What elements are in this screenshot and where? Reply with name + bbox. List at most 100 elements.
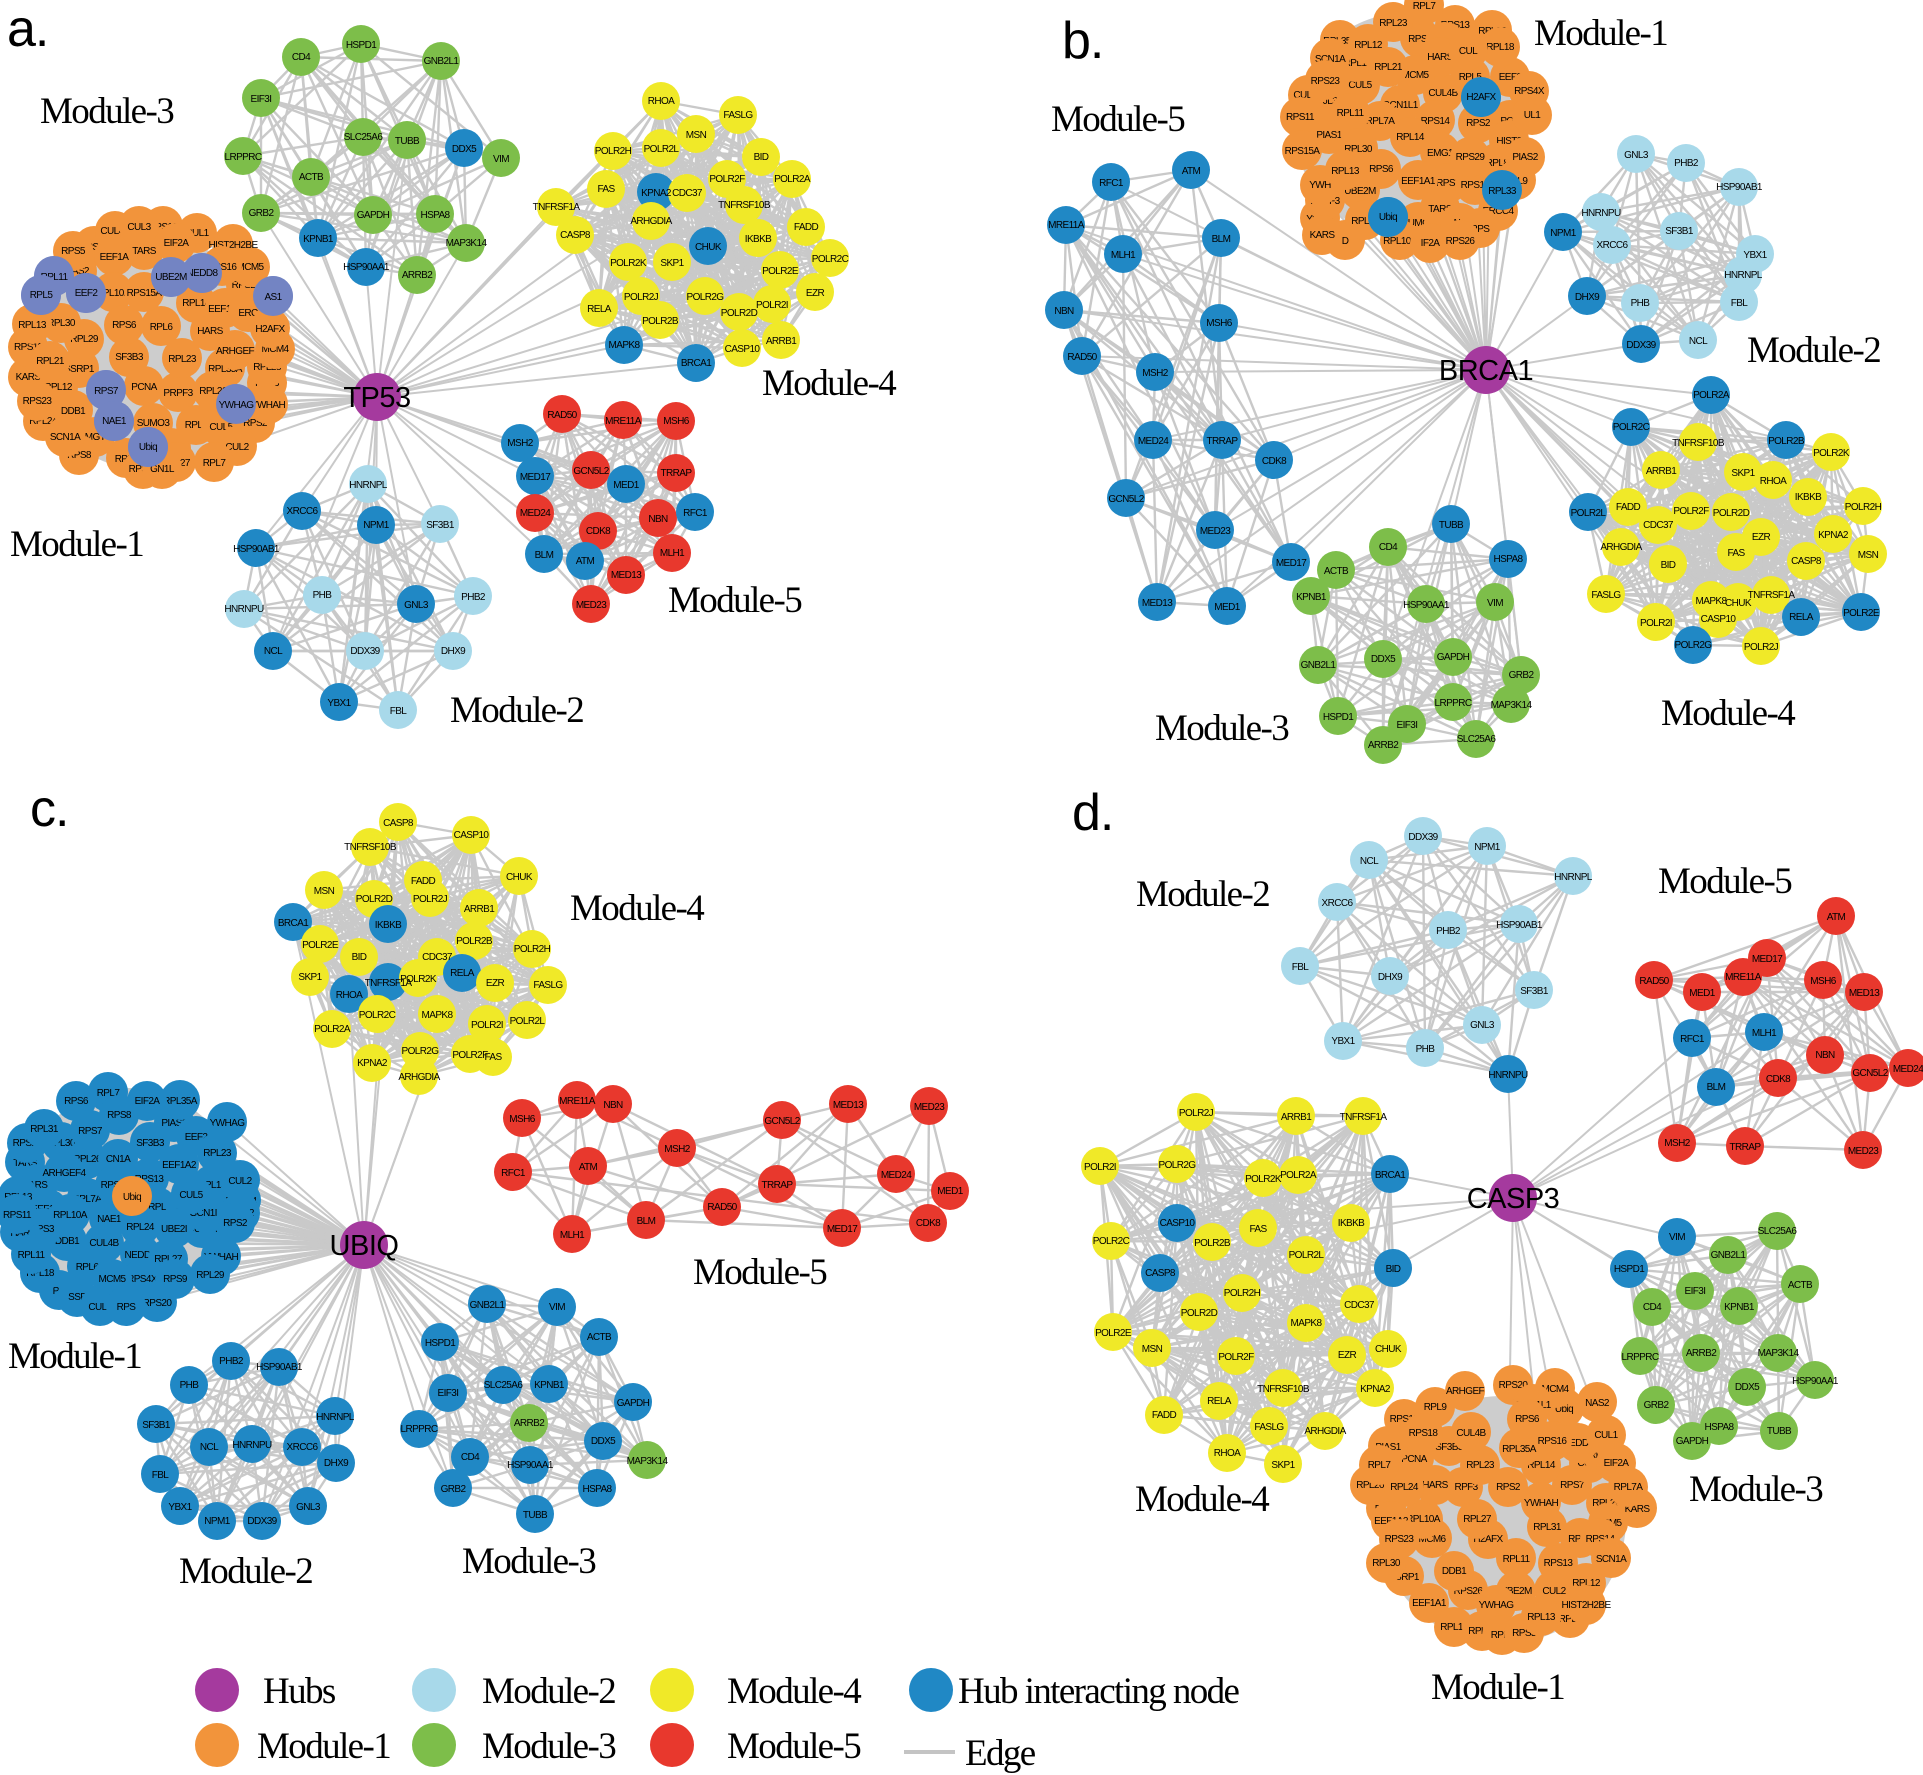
svg-text:RPS15A: RPS15A — [127, 288, 163, 299]
svg-text:POLR2C: POLR2C — [1613, 422, 1650, 433]
svg-text:FAS: FAS — [1727, 548, 1745, 559]
svg-text:DHX9: DHX9 — [441, 646, 466, 657]
svg-text:CASP8: CASP8 — [560, 230, 591, 241]
svg-text:MSH6: MSH6 — [1206, 318, 1232, 329]
svg-text:GCN1L1: GCN1L1 — [1382, 100, 1418, 111]
svg-text:CUL: CUL — [1459, 46, 1478, 57]
svg-text:RPL10A: RPL10A — [1406, 1514, 1441, 1525]
svg-text:POLR2C: POLR2C — [1093, 1236, 1130, 1247]
svg-text:IKBKB: IKBKB — [1795, 492, 1822, 503]
svg-text:HNRNPU: HNRNPU — [1581, 208, 1621, 219]
svg-text:SF3B1: SF3B1 — [142, 1420, 171, 1431]
svg-text:SCN1A: SCN1A — [1315, 54, 1346, 65]
svg-text:EIF2A: EIF2A — [164, 238, 190, 249]
svg-text:RPL13: RPL13 — [18, 320, 47, 331]
svg-text:Module-2: Module-2 — [450, 690, 583, 731]
svg-text:UL1: UL1 — [1524, 110, 1542, 121]
svg-text:RPL1: RPL1 — [1344, 58, 1368, 69]
svg-text:DDX5: DDX5 — [591, 1436, 616, 1447]
svg-text:TARS: TARS — [132, 246, 156, 257]
svg-text:KARS: KARS — [16, 372, 42, 383]
svg-text:SLC25A6: SLC25A6 — [1758, 1226, 1798, 1237]
svg-text:GNL3: GNL3 — [404, 600, 429, 611]
svg-text:UBE2M: UBE2M — [1500, 1586, 1532, 1597]
svg-text:MED23: MED23 — [914, 1102, 945, 1113]
svg-text:RPS14: RPS14 — [1421, 116, 1451, 127]
svg-text:BRCA1: BRCA1 — [681, 358, 712, 369]
svg-text:ARRB1: ARRB1 — [464, 904, 495, 915]
svg-text:NEDD8: NEDD8 — [187, 268, 219, 279]
svg-text:DHX9: DHX9 — [324, 1458, 349, 1469]
svg-text:RPL: RPL — [148, 1202, 167, 1213]
svg-text:Module-5: Module-5 — [693, 1252, 827, 1293]
svg-text:GNL3: GNL3 — [296, 1502, 321, 1513]
svg-text:CUL1: CUL1 — [1594, 1430, 1618, 1441]
svg-text:HNRNPL: HNRNPL — [349, 480, 388, 491]
svg-text:TNFRSF10B: TNFRSF10B — [718, 200, 771, 211]
svg-text:MED24: MED24 — [1138, 436, 1169, 447]
svg-text:RPS8: RPS8 — [1436, 178, 1461, 189]
svg-text:Module-1: Module-1 — [257, 1726, 390, 1767]
svg-text:Module-3: Module-3 — [1689, 1469, 1823, 1510]
svg-text:Module-4: Module-4 — [727, 1671, 861, 1712]
svg-text:ACTB: ACTB — [1788, 1280, 1813, 1291]
svg-text:MED13: MED13 — [1849, 988, 1880, 999]
svg-text:RPS26: RPS26 — [1446, 236, 1476, 247]
svg-text:KPNA2: KPNA2 — [357, 1058, 388, 1069]
svg-text:HNRNPL: HNRNPL — [1554, 872, 1593, 883]
svg-text:MSN: MSN — [686, 130, 707, 141]
svg-text:GAPDH: GAPDH — [617, 1398, 650, 1409]
svg-text:CUL4B: CUL4B — [89, 1238, 119, 1249]
svg-text:FASLG: FASLG — [1591, 590, 1621, 601]
svg-text:RPL9: RPL9 — [1424, 1402, 1448, 1413]
svg-text:DDB1: DDB1 — [55, 1236, 80, 1247]
svg-text:MAP3K14: MAP3K14 — [1758, 1348, 1800, 1359]
svg-text:SF3B3: SF3B3 — [1435, 1442, 1464, 1453]
svg-text:POLR2I: POLR2I — [756, 300, 788, 311]
svg-text:CD4: CD4 — [1643, 1302, 1662, 1313]
svg-text:XRCC6: XRCC6 — [1322, 898, 1354, 909]
svg-text:SKP1: SKP1 — [1271, 1460, 1295, 1471]
svg-text:CASP10: CASP10 — [725, 344, 761, 355]
svg-text:POLR2E: POLR2E — [1843, 608, 1880, 619]
svg-text:CDK8: CDK8 — [1262, 456, 1287, 467]
svg-text:c.: c. — [30, 780, 68, 838]
svg-text:EIF2A: EIF2A — [1604, 1458, 1630, 1469]
svg-text:CUL4B: CUL4B — [1456, 1428, 1486, 1439]
svg-text:ARRB1: ARRB1 — [766, 336, 797, 347]
svg-text:MCM6: MCM6 — [1418, 1534, 1446, 1545]
svg-text:MRE11A: MRE11A — [1725, 972, 1762, 983]
svg-text:MSH2: MSH2 — [1664, 1138, 1690, 1149]
svg-text:RPL18: RPL18 — [1486, 42, 1515, 53]
svg-text:POLR2F: POLR2F — [709, 174, 745, 185]
svg-text:RAD50: RAD50 — [1639, 976, 1669, 987]
svg-text:CDK8: CDK8 — [1766, 1074, 1791, 1085]
svg-text:RHOA: RHOA — [648, 96, 675, 107]
svg-text:RPS2: RPS2 — [1466, 118, 1491, 129]
svg-text:GRB2: GRB2 — [441, 1484, 467, 1495]
svg-text:SKP1: SKP1 — [1731, 468, 1755, 479]
svg-text:RPL14: RPL14 — [1527, 1460, 1556, 1471]
svg-text:POLR2F: POLR2F — [1218, 1352, 1254, 1363]
svg-text:VIM: VIM — [549, 1302, 565, 1313]
svg-text:POLR2K: POLR2K — [1245, 1174, 1282, 1185]
svg-text:PHB2: PHB2 — [461, 592, 486, 603]
svg-text:Module-4: Module-4 — [570, 888, 704, 929]
svg-text:EZR: EZR — [486, 978, 505, 989]
svg-text:CASP10: CASP10 — [454, 830, 490, 841]
svg-text:RPL21: RPL21 — [1374, 62, 1403, 73]
svg-text:HSPA8: HSPA8 — [1493, 554, 1523, 565]
svg-text:Module-1: Module-1 — [1431, 1667, 1564, 1708]
svg-text:RPL35A: RPL35A — [163, 1096, 198, 1107]
svg-text:RPL27: RPL27 — [154, 1254, 183, 1265]
svg-text:CUL4A: CUL4A — [1293, 90, 1323, 101]
svg-text:MED24: MED24 — [881, 1170, 912, 1181]
svg-text:RPS23: RPS23 — [13, 1138, 43, 1149]
svg-text:BID: BID — [352, 952, 367, 963]
svg-text:PHB: PHB — [313, 590, 333, 601]
svg-text:CASP10: CASP10 — [1160, 1218, 1196, 1229]
svg-text:PIAS1: PIAS1 — [1316, 130, 1342, 141]
svg-text:MLH1: MLH1 — [1752, 1028, 1777, 1039]
svg-text:RPL29: RPL29 — [196, 1270, 225, 1281]
svg-text:MED13: MED13 — [611, 570, 642, 581]
